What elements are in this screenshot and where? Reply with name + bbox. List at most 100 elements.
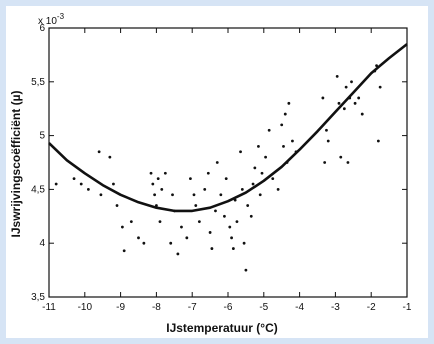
data-point — [210, 247, 214, 250]
y-tick-label: 5,5 — [31, 77, 45, 88]
data-point — [378, 85, 382, 89]
y-tick-label: 4 — [39, 238, 45, 249]
data-point — [208, 231, 212, 234]
data-point — [291, 139, 294, 143]
data-point — [287, 101, 291, 105]
data-point — [219, 193, 223, 197]
data-point — [242, 241, 246, 245]
data-point — [153, 193, 157, 197]
chart-panel: -11 -10 -9 -8 -7 -6 -5 -4 -3 -2 -1 3,5 4 4,5 5 5,5 6 x 1… — [6, 6, 428, 338]
data-point — [246, 204, 250, 207]
data-point — [325, 128, 328, 132]
data-point — [163, 171, 167, 175]
y-multiplier: x 10-3 — [38, 12, 65, 27]
data-point — [321, 96, 325, 100]
x-axis-label: IJstemperatuur (°C) — [166, 321, 278, 335]
x-tick-label: -7 — [188, 302, 197, 313]
data-point — [158, 220, 162, 224]
data-point — [192, 193, 196, 197]
data-point — [235, 220, 239, 224]
data-point — [282, 144, 285, 148]
data-point — [215, 161, 219, 164]
x-tick-label: -8 — [152, 302, 161, 313]
data-point — [337, 101, 341, 105]
y-multiplier-exponent: -3 — [57, 12, 65, 21]
data-point — [149, 171, 153, 175]
data-point — [112, 182, 115, 186]
data-point — [120, 225, 124, 229]
data-point — [86, 188, 90, 191]
data-point — [189, 177, 192, 181]
data-point — [253, 166, 257, 170]
data-point — [283, 112, 287, 116]
x-tick-label: -9 — [116, 302, 125, 313]
data-point — [260, 171, 264, 175]
data-point — [376, 139, 380, 143]
data-point — [344, 85, 348, 89]
x-tick-label: -3 — [331, 302, 340, 313]
data-point — [129, 220, 133, 224]
data-point — [214, 209, 217, 213]
data-point — [108, 155, 112, 159]
x-tick-label: -10 — [78, 302, 93, 313]
x-tick-label: -4 — [295, 302, 304, 313]
data-point — [228, 225, 232, 229]
data-point — [264, 155, 267, 159]
y-tick-label: 3,5 — [31, 292, 45, 303]
plot-frame — [48, 27, 408, 298]
data-point — [342, 107, 346, 111]
fitted-curve-layer — [48, 43, 408, 213]
data-point — [231, 247, 235, 250]
x-tick-label: -2 — [367, 302, 376, 313]
data-point — [240, 188, 244, 191]
data-point — [257, 144, 260, 148]
data-point — [206, 171, 210, 175]
data-point — [203, 188, 207, 191]
data-point — [244, 268, 248, 272]
y-multiplier-base: x 10 — [38, 16, 57, 27]
data-point — [239, 150, 242, 154]
data-point — [335, 75, 339, 78]
x-tick-label: -6 — [224, 302, 233, 313]
data-point — [156, 177, 160, 181]
data-point — [160, 188, 164, 191]
data-point — [350, 80, 353, 84]
data-point — [171, 193, 174, 197]
data-point — [142, 241, 146, 245]
fitted-curve — [48, 43, 408, 213]
data-point — [197, 220, 201, 224]
data-point — [360, 112, 364, 116]
data-point — [223, 214, 226, 218]
data-point — [339, 155, 343, 159]
data-point — [258, 193, 262, 197]
data-point — [323, 161, 327, 164]
data-point — [276, 188, 280, 191]
data-point — [122, 249, 126, 253]
x-tick-label: -5 — [259, 302, 268, 313]
data-point — [79, 182, 83, 186]
data-point — [97, 150, 101, 154]
data-point — [176, 252, 180, 256]
data-point — [99, 193, 103, 197]
y-tick-label: 6 — [39, 23, 45, 34]
tick-labels: -11 -10 -9 -8 -7 -6 -5 -4 -3 -2 -1 3,5 4 4,5 5 5,5 6 — [31, 23, 412, 313]
data-point — [180, 225, 183, 229]
x-tick-label: -1 — [403, 302, 412, 313]
data-point — [271, 177, 275, 181]
data-point — [280, 123, 284, 127]
data-point — [267, 128, 271, 132]
data-point — [353, 101, 357, 105]
y-tick-label: 5 — [39, 131, 45, 142]
data-point — [169, 241, 173, 245]
data-points — [54, 64, 382, 272]
data-point — [224, 177, 228, 181]
data-point — [326, 139, 330, 143]
data-point — [115, 204, 119, 207]
data-point — [72, 177, 76, 181]
data-point — [151, 182, 155, 186]
data-point — [54, 182, 58, 186]
y-tick-label: 4,5 — [31, 184, 45, 195]
data-point — [185, 236, 189, 240]
data-point — [346, 161, 350, 164]
